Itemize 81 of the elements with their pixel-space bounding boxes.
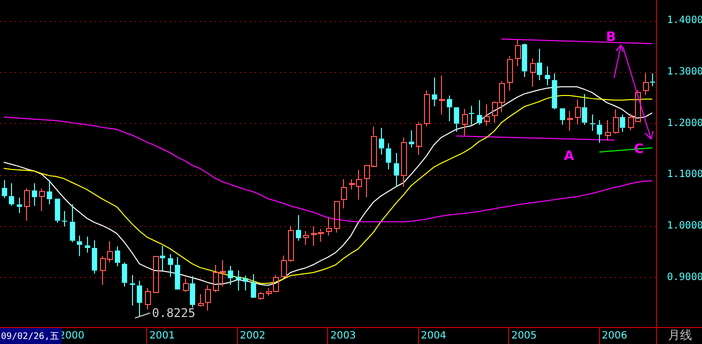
candlestick	[530, 58, 536, 88]
x-tick-label: 2004	[420, 330, 446, 342]
text: 月线	[668, 328, 692, 342]
candlestick	[242, 275, 248, 292]
candlestick	[130, 274, 136, 306]
y-tick-label: 0.9000	[667, 272, 702, 283]
candlestick	[190, 276, 196, 308]
candlestick	[153, 256, 159, 293]
y-tick-label: 1.1000	[667, 169, 702, 180]
candlestick	[228, 265, 234, 286]
candlestick	[303, 230, 309, 246]
y-tick-label: 1.3000	[667, 66, 702, 78]
candlestick	[160, 245, 166, 272]
candlestick	[575, 99, 581, 125]
x-tick-label: 2002	[240, 330, 266, 342]
candlestick	[439, 74, 445, 115]
candlestick	[416, 122, 422, 156]
annotation: B	[606, 30, 616, 45]
candlestick	[401, 137, 407, 188]
candlestick	[605, 120, 611, 142]
candlestick	[515, 40, 521, 67]
candlestick	[552, 72, 558, 110]
candlestick	[16, 197, 22, 214]
candlestick	[394, 152, 400, 188]
candlestick	[114, 246, 120, 267]
candlestick	[341, 178, 347, 209]
candlestick	[198, 294, 204, 307]
candlestick	[468, 105, 474, 126]
candlestick	[613, 108, 619, 134]
candlestick	[24, 188, 30, 222]
candlestick	[386, 142, 392, 170]
candlestick	[2, 180, 8, 199]
candlestick	[32, 182, 38, 206]
candlestick	[462, 108, 468, 136]
candlestick	[643, 72, 649, 96]
x-tick-label: 2001	[149, 330, 175, 342]
candlestick	[650, 72, 656, 87]
candlestick	[522, 44, 528, 78]
candlestick	[122, 262, 128, 287]
candlestick	[70, 204, 76, 243]
candlestick	[536, 48, 542, 81]
candlestick	[544, 66, 550, 86]
candlestick	[46, 180, 52, 205]
candlestick	[54, 198, 60, 224]
candlestick	[446, 94, 452, 122]
candlestick	[168, 254, 174, 278]
candlestick	[84, 236, 90, 254]
y-tick-label: 1.2000	[667, 118, 702, 129]
candlestick	[582, 93, 588, 126]
annotation: A	[564, 149, 574, 164]
candlestick	[567, 110, 573, 132]
candlestick	[476, 100, 482, 126]
candlestick	[8, 182, 14, 206]
candlestick	[378, 127, 384, 156]
candlestick	[296, 214, 302, 242]
x-tick-label: 2005	[511, 330, 537, 342]
candlestick	[174, 256, 180, 290]
y-tick-label: 1.0000	[667, 220, 702, 232]
candlestick	[62, 210, 68, 227]
candlestick	[484, 104, 490, 126]
candlestick	[39, 188, 45, 212]
candlestick	[620, 114, 626, 132]
candlestick	[250, 274, 256, 298]
candlestick	[590, 114, 596, 132]
candlestick	[408, 130, 414, 148]
x-tick-label: 2003	[330, 330, 356, 342]
candlestick	[145, 287, 151, 310]
annotation: 0.8225	[152, 306, 196, 320]
candlestick	[92, 240, 98, 274]
x-tick-label: 2006	[602, 330, 628, 342]
candlestick	[326, 217, 332, 236]
candlestick	[236, 270, 242, 292]
candlestick	[507, 55, 513, 92]
candlestick	[454, 107, 460, 132]
candlestick	[560, 108, 566, 126]
candlestick	[596, 120, 602, 144]
candlestick	[432, 77, 438, 107]
candlestick	[76, 235, 82, 257]
y-tick-label: 1.4000	[667, 15, 702, 26]
candlestick	[205, 284, 211, 312]
candlestick	[136, 280, 142, 318]
